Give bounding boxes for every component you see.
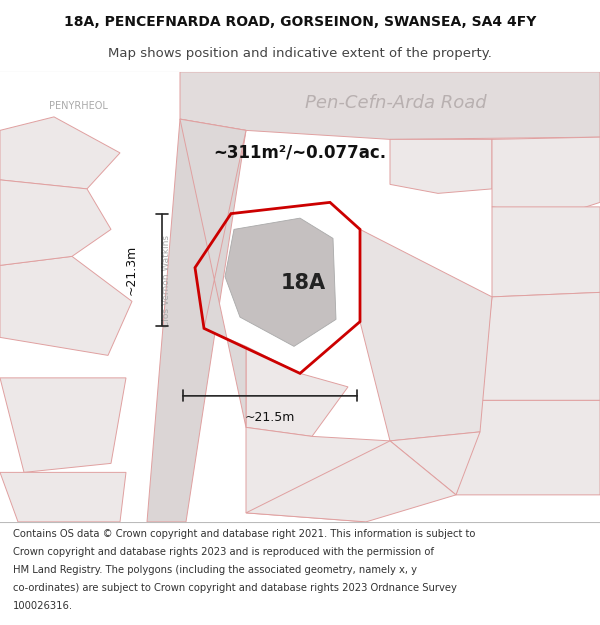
Polygon shape bbox=[492, 207, 600, 297]
Polygon shape bbox=[492, 137, 600, 216]
Polygon shape bbox=[246, 346, 348, 436]
Text: ~21.5m: ~21.5m bbox=[245, 411, 295, 424]
Text: 18A, PENCEFNARDA ROAD, GORSEINON, SWANSEA, SA4 4FY: 18A, PENCEFNARDA ROAD, GORSEINON, SWANSE… bbox=[64, 14, 536, 29]
Polygon shape bbox=[225, 218, 336, 346]
Polygon shape bbox=[180, 72, 600, 139]
Polygon shape bbox=[0, 117, 120, 189]
Polygon shape bbox=[456, 401, 600, 495]
Text: ~21.3m: ~21.3m bbox=[124, 245, 137, 295]
Polygon shape bbox=[0, 472, 126, 522]
Text: HM Land Registry. The polygons (including the associated geometry, namely x, y: HM Land Registry. The polygons (includin… bbox=[13, 565, 417, 575]
Text: Crown copyright and database rights 2023 and is reproduced with the permission o: Crown copyright and database rights 2023… bbox=[13, 547, 434, 557]
Polygon shape bbox=[0, 180, 111, 266]
Polygon shape bbox=[246, 441, 456, 522]
Polygon shape bbox=[480, 292, 600, 401]
Text: Map shows position and indicative extent of the property.: Map shows position and indicative extent… bbox=[108, 48, 492, 61]
Polygon shape bbox=[390, 432, 480, 495]
Text: 100026316.: 100026316. bbox=[13, 601, 73, 611]
Text: PENYRHEOL: PENYRHEOL bbox=[49, 101, 107, 111]
Polygon shape bbox=[390, 139, 492, 193]
Polygon shape bbox=[0, 256, 132, 356]
Text: Clos Vernon Watkins: Clos Vernon Watkins bbox=[162, 235, 172, 327]
Polygon shape bbox=[246, 428, 390, 522]
Polygon shape bbox=[0, 378, 126, 472]
Text: 18A: 18A bbox=[280, 273, 326, 293]
Polygon shape bbox=[360, 229, 492, 441]
Text: Contains OS data © Crown copyright and database right 2021. This information is : Contains OS data © Crown copyright and d… bbox=[13, 529, 476, 539]
Text: ~311m²/~0.077ac.: ~311m²/~0.077ac. bbox=[213, 144, 386, 162]
Polygon shape bbox=[147, 119, 246, 522]
Polygon shape bbox=[180, 119, 246, 428]
Text: Pen-Cefn-Arda Road: Pen-Cefn-Arda Road bbox=[305, 94, 487, 112]
Text: co-ordinates) are subject to Crown copyright and database rights 2023 Ordnance S: co-ordinates) are subject to Crown copyr… bbox=[13, 583, 457, 593]
